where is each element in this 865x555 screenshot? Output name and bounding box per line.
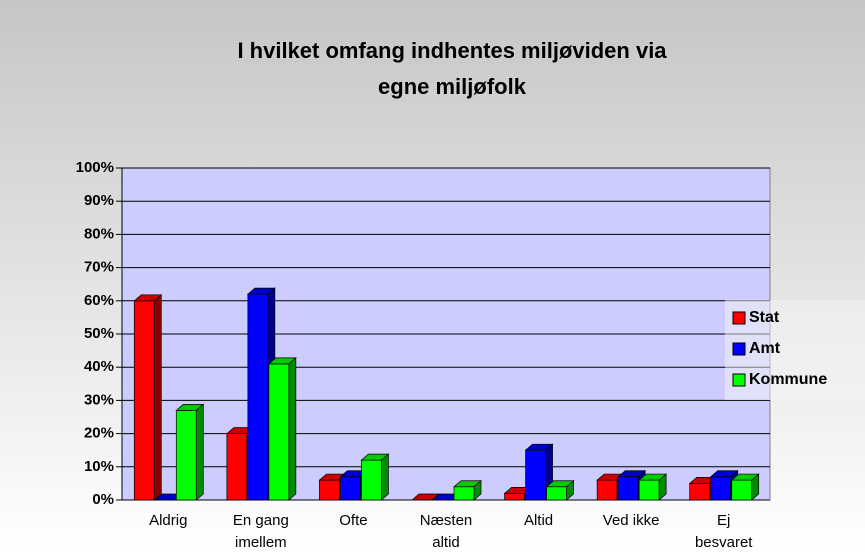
y-tick-label: 0% bbox=[92, 491, 114, 508]
legend: Stat Amt Kommune bbox=[725, 300, 865, 400]
bar-front bbox=[453, 486, 475, 501]
bar-front bbox=[596, 479, 618, 501]
bar bbox=[453, 479, 482, 501]
bar bbox=[175, 403, 205, 501]
y-tick-label: 80% bbox=[84, 225, 114, 242]
y-tick-label: 70% bbox=[84, 259, 114, 276]
bar-front bbox=[226, 433, 248, 501]
bar-front bbox=[504, 493, 525, 501]
bar bbox=[730, 473, 760, 501]
x-tick-label: Altid bbox=[524, 512, 553, 529]
x-tick-label: Næsten altid bbox=[420, 512, 473, 550]
y-tick-label: 20% bbox=[84, 425, 114, 442]
bar bbox=[267, 357, 297, 501]
bar-side bbox=[288, 357, 297, 501]
bar-front bbox=[361, 459, 382, 501]
legend-swatch bbox=[732, 342, 746, 356]
bar-side bbox=[566, 479, 574, 501]
bar-side bbox=[381, 453, 389, 501]
bar-side bbox=[153, 294, 162, 501]
x-tick-label: Aldrig bbox=[149, 512, 187, 529]
bar-front bbox=[340, 476, 361, 501]
bar-side bbox=[195, 403, 204, 501]
bar-front bbox=[689, 483, 711, 501]
y-tick-label: 90% bbox=[84, 192, 114, 209]
y-tick-label: 60% bbox=[84, 292, 114, 309]
legend-label: Kommune bbox=[749, 371, 827, 388]
legend-box bbox=[725, 300, 865, 400]
bar-front bbox=[617, 476, 639, 501]
bar-front bbox=[175, 410, 197, 501]
y-tick-label: 40% bbox=[84, 358, 114, 375]
legend-swatch bbox=[732, 311, 746, 325]
chart-title: I hvilket omfang indhentes miljøviden vi… bbox=[237, 38, 667, 99]
bar-side bbox=[473, 479, 482, 501]
bar-front bbox=[247, 293, 269, 501]
bar-front bbox=[710, 476, 732, 501]
x-tick-label: Ved ikke bbox=[603, 512, 660, 529]
bar-side bbox=[658, 473, 667, 501]
bar-front bbox=[638, 479, 660, 501]
bar-front bbox=[546, 486, 567, 501]
bar-front bbox=[133, 300, 155, 501]
bar-front bbox=[268, 363, 290, 501]
bar-front bbox=[525, 449, 546, 501]
y-tick-label: 30% bbox=[84, 391, 114, 408]
x-tick-label: Ej besvaret bbox=[695, 512, 753, 550]
bar-front bbox=[319, 479, 340, 501]
bar-front bbox=[731, 479, 753, 501]
bar bbox=[133, 294, 163, 501]
x-tick-label: Ofte bbox=[339, 512, 367, 529]
bar bbox=[545, 479, 575, 501]
y-tick-label: 50% bbox=[84, 325, 114, 342]
legend-label: Amt bbox=[749, 340, 781, 357]
bar bbox=[638, 473, 668, 501]
bar bbox=[411, 493, 440, 501]
bar-side bbox=[751, 473, 760, 501]
y-tick-label: 100% bbox=[76, 159, 114, 176]
x-tick-label: En gang imellem bbox=[233, 512, 289, 550]
bar bbox=[360, 453, 390, 501]
legend-swatch bbox=[732, 373, 746, 387]
legend-label: Stat bbox=[749, 309, 780, 326]
bar-side bbox=[431, 493, 440, 501]
y-tick-label: 10% bbox=[84, 458, 114, 475]
